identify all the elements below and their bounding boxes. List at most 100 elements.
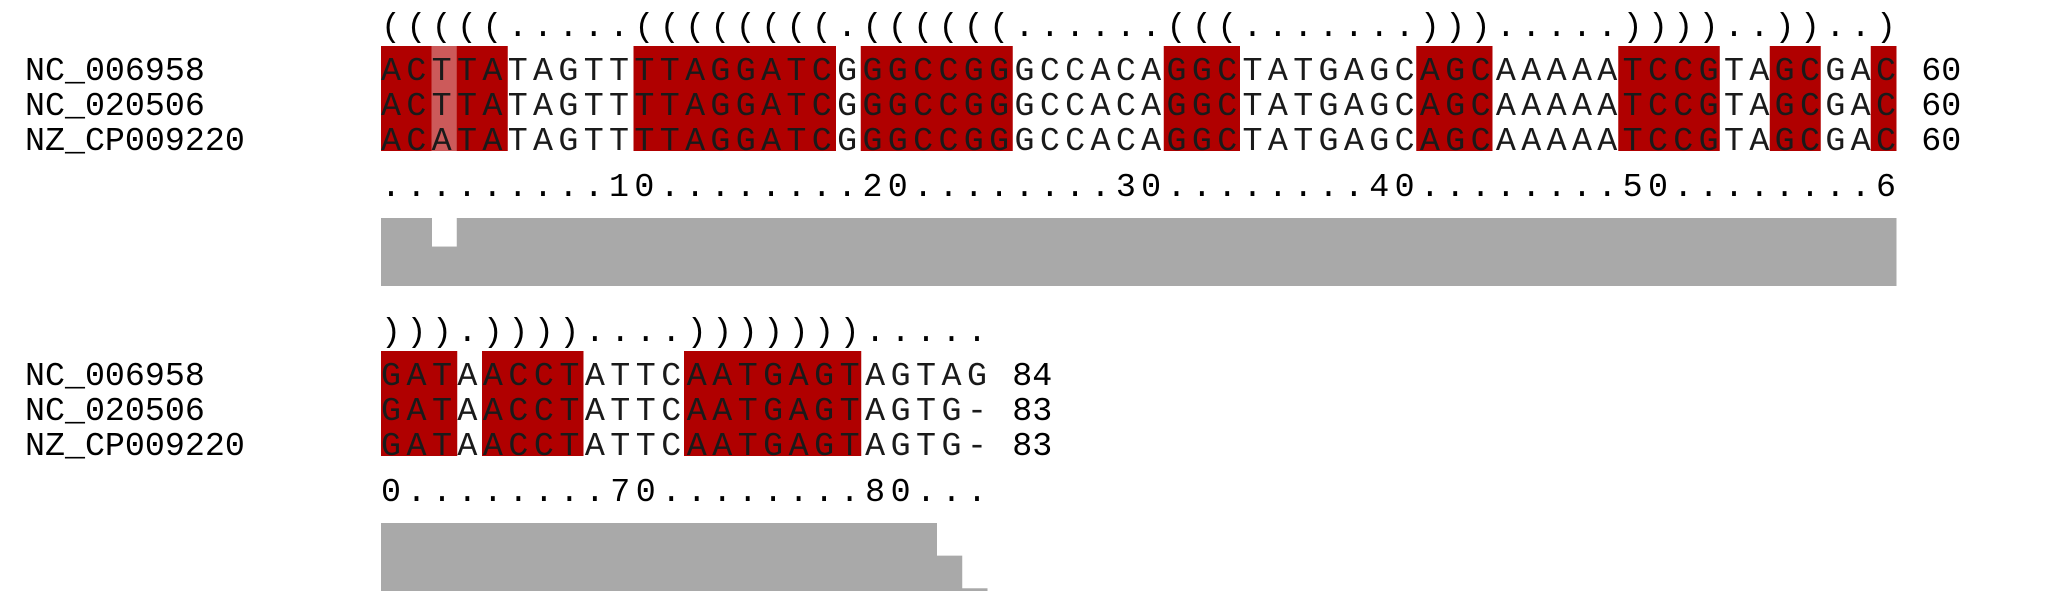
conservation-bar bbox=[1012, 218, 1038, 286]
paired-base-highlight bbox=[381, 351, 407, 386]
paired-base-highlight bbox=[684, 386, 710, 421]
conservation-bar bbox=[381, 523, 407, 591]
paired-base-highlight bbox=[759, 46, 786, 81]
paired-base-highlight bbox=[406, 421, 432, 456]
conservation-bar bbox=[507, 523, 533, 591]
conservation-bar bbox=[482, 218, 508, 286]
paired-base-highlight bbox=[1441, 46, 1468, 81]
conservation-bar bbox=[860, 218, 887, 286]
conservation-bar bbox=[810, 218, 836, 286]
position-ruler: .........10........20........30........4… bbox=[381, 168, 1896, 206]
paired-base-highlight bbox=[709, 116, 735, 151]
paired-base-highlight bbox=[987, 46, 1013, 81]
paired-base-highlight bbox=[785, 81, 811, 116]
position-ruler: 0........70........80... bbox=[381, 473, 987, 511]
conservation-bar bbox=[936, 555, 963, 591]
paired-base-highlight bbox=[482, 421, 508, 456]
paired-base-highlight bbox=[532, 386, 559, 421]
paired-base-highlight bbox=[1870, 46, 1897, 81]
paired-base-highlight bbox=[431, 116, 458, 151]
paired-base-highlight bbox=[860, 46, 887, 81]
paired-base-highlight bbox=[860, 81, 887, 116]
conservation-bar bbox=[482, 523, 508, 591]
sequence-name: NZ_CP009220 bbox=[25, 427, 245, 465]
paired-base-highlight bbox=[1416, 116, 1442, 151]
paired-base-highlight bbox=[633, 46, 660, 81]
conservation-bar bbox=[835, 523, 862, 591]
paired-base-highlight bbox=[709, 351, 735, 386]
conservation-bar bbox=[633, 523, 660, 591]
conservation-bar bbox=[1492, 218, 1518, 286]
paired-base-highlight bbox=[759, 386, 786, 421]
conservation-bar bbox=[1542, 218, 1569, 286]
paired-base-highlight bbox=[1643, 116, 1670, 151]
conservation-bar bbox=[532, 218, 559, 286]
paired-base-highlight bbox=[709, 81, 735, 116]
paired-base-highlight bbox=[1668, 81, 1695, 116]
conservation-bar bbox=[1391, 218, 1417, 286]
paired-base-highlight bbox=[936, 81, 963, 116]
paired-base-highlight bbox=[456, 81, 483, 116]
paired-base-highlight bbox=[886, 116, 912, 151]
conservation-bar bbox=[734, 218, 761, 286]
conservation-bar bbox=[785, 218, 811, 286]
paired-base-highlight bbox=[1163, 116, 1190, 151]
paired-base-highlight bbox=[1870, 116, 1897, 151]
paired-base-highlight bbox=[1795, 46, 1821, 81]
conservation-bar bbox=[1088, 218, 1114, 286]
paired-base-highlight bbox=[810, 116, 836, 151]
paired-base-highlight bbox=[684, 81, 710, 116]
paired-base-highlight bbox=[406, 81, 432, 116]
paired-base-highlight bbox=[1441, 81, 1468, 116]
conservation-bar bbox=[1593, 218, 1619, 286]
paired-base-highlight bbox=[406, 46, 432, 81]
paired-base-highlight bbox=[1163, 46, 1190, 81]
conservation-bar bbox=[1214, 218, 1240, 286]
conservation-bar bbox=[1189, 218, 1215, 286]
sequence-end-position: 60 bbox=[1921, 87, 1961, 125]
paired-base-highlight bbox=[1870, 81, 1897, 116]
conservation-bar bbox=[684, 218, 710, 286]
paired-base-highlight bbox=[1416, 46, 1442, 81]
paired-base-highlight bbox=[734, 81, 761, 116]
paired-base-highlight bbox=[1668, 46, 1695, 81]
paired-base-highlight bbox=[557, 386, 584, 421]
paired-base-highlight bbox=[456, 116, 483, 151]
paired-base-highlight bbox=[431, 81, 458, 116]
paired-base-highlight bbox=[911, 46, 937, 81]
paired-base-highlight bbox=[1163, 81, 1190, 116]
paired-base-highlight bbox=[482, 116, 508, 151]
paired-base-highlight bbox=[1189, 116, 1215, 151]
conservation-bar bbox=[987, 218, 1013, 286]
conservation-bar bbox=[431, 523, 458, 591]
paired-base-highlight bbox=[734, 116, 761, 151]
paired-base-highlight bbox=[1769, 46, 1796, 81]
conservation-bar bbox=[860, 523, 887, 591]
conservation-bar bbox=[1365, 218, 1392, 286]
conservation-bar bbox=[1037, 218, 1064, 286]
paired-base-highlight bbox=[810, 421, 836, 456]
paired-base-highlight bbox=[1466, 116, 1493, 151]
secondary-structure-line: (((((.....((((((((.((((((......(((......… bbox=[381, 8, 1896, 46]
paired-base-highlight bbox=[482, 351, 508, 386]
paired-base-highlight bbox=[835, 351, 862, 386]
paired-base-highlight bbox=[507, 421, 533, 456]
conservation-bar bbox=[658, 218, 685, 286]
conservation-bar bbox=[1441, 218, 1468, 286]
conservation-bar bbox=[456, 523, 483, 591]
paired-base-highlight bbox=[482, 386, 508, 421]
sequence-name: NC_006958 bbox=[25, 52, 205, 90]
paired-base-highlight bbox=[532, 421, 559, 456]
paired-base-highlight bbox=[633, 81, 660, 116]
paired-base-highlight bbox=[734, 421, 761, 456]
paired-base-highlight bbox=[961, 81, 988, 116]
paired-base-highlight bbox=[785, 46, 811, 81]
conservation-bar bbox=[1517, 218, 1543, 286]
conservation-bar bbox=[1795, 218, 1821, 286]
conservation-bar bbox=[886, 523, 912, 591]
conservation-bar bbox=[1643, 218, 1670, 286]
paired-base-highlight bbox=[785, 116, 811, 151]
conservation-bar bbox=[381, 218, 407, 286]
conservation-bar bbox=[1264, 218, 1291, 286]
